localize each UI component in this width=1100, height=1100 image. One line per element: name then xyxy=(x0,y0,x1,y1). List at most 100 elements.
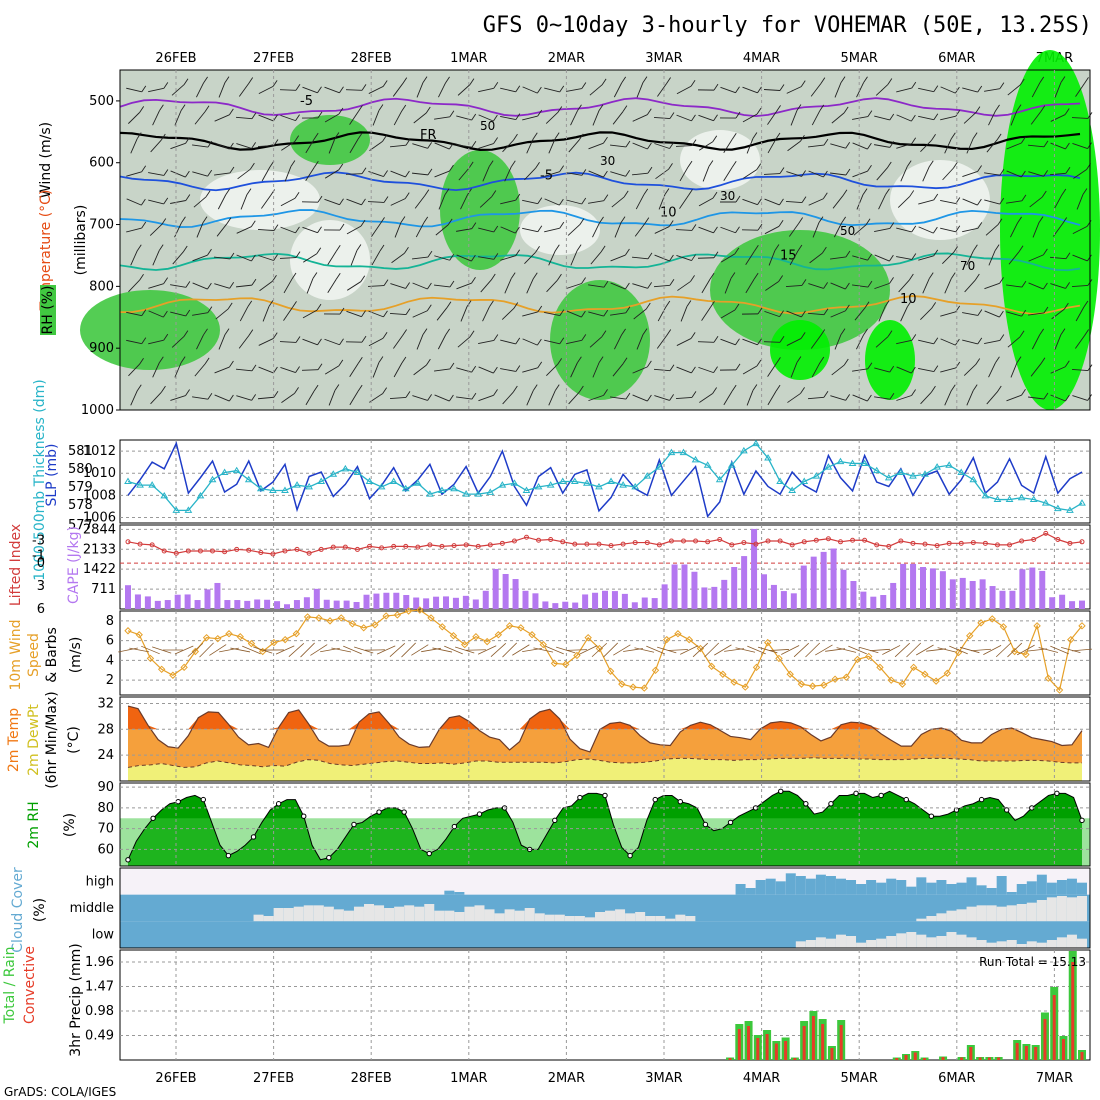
wind-barb xyxy=(367,201,385,203)
wind-barb-flag xyxy=(823,170,828,178)
wind-barb-flag xyxy=(183,78,189,85)
wind-speed-point xyxy=(606,667,615,675)
bottom-date-label: 2MAR xyxy=(548,1071,585,1086)
li-point xyxy=(391,543,397,549)
wind-barb-flag xyxy=(931,385,936,393)
wind-barb xyxy=(763,89,781,91)
wind-barb xyxy=(172,251,184,265)
bottom-date-label: 4MAR xyxy=(743,1071,780,1086)
precip-convective-bar xyxy=(1071,962,1075,1060)
wind-barb xyxy=(808,283,824,289)
wind-barb xyxy=(412,256,428,260)
wind-barb-flag xyxy=(1021,388,1026,396)
wind-speed-point xyxy=(831,675,839,683)
wind-barb-flag xyxy=(911,137,917,144)
precip-convective-bar xyxy=(913,1052,917,1060)
wind-barb-flag xyxy=(405,391,411,398)
wind-speed-point xyxy=(382,612,390,620)
wind-barb xyxy=(636,334,644,350)
wind-barb xyxy=(389,312,407,316)
wind-barb xyxy=(218,82,226,98)
cape-bar xyxy=(959,577,966,609)
wind-barb xyxy=(279,257,297,259)
wind-barb-flag xyxy=(510,160,516,167)
thickness-point xyxy=(208,475,217,483)
wind-barb-flag xyxy=(248,329,254,336)
wind-barb xyxy=(170,170,186,178)
temp-tick-label: 32 xyxy=(97,696,114,711)
rh-region xyxy=(290,220,370,300)
wind-barb-10m xyxy=(343,645,362,655)
wind-barb xyxy=(170,142,186,150)
wind-barb xyxy=(896,143,912,149)
wind-barb-flag xyxy=(537,225,543,232)
wind-barb xyxy=(522,227,538,233)
chart-panels: 26FEB26FEB27FEB27FEB28FEB28FEB1MAR1MAR2M… xyxy=(2,50,1100,1086)
cloud-bar-middle xyxy=(384,908,395,922)
wind-speed-point xyxy=(786,670,794,678)
wind-barb xyxy=(742,198,758,206)
wind-barb-flag xyxy=(317,338,322,346)
wind-barb xyxy=(170,200,186,204)
wind-barb xyxy=(1006,284,1022,288)
wind-speed-point xyxy=(225,630,233,638)
wind-barb xyxy=(478,366,494,374)
cape-bar xyxy=(423,598,430,609)
cape-bar xyxy=(254,599,261,609)
rh2m-tick-label: 80 xyxy=(97,801,114,816)
wind-speed-point xyxy=(337,614,345,622)
wind-barb xyxy=(1050,142,1066,150)
wind-barb-flag xyxy=(557,273,562,281)
cloud-bar-low xyxy=(1046,940,1057,948)
wind-barb-flag xyxy=(953,161,958,169)
wind-barb xyxy=(567,224,581,236)
precip-convective-bar xyxy=(728,1058,732,1060)
wind-barb-flag xyxy=(973,244,978,252)
cape-bar xyxy=(562,601,569,609)
wind-barb-10m xyxy=(667,649,688,651)
wind-barb-flag xyxy=(405,170,410,178)
rh2m-point xyxy=(376,809,382,815)
wind-barb-flag xyxy=(466,300,472,307)
precip-convective-bar xyxy=(1061,1039,1065,1060)
wind-barb xyxy=(500,199,516,205)
wind-barb-flag xyxy=(642,76,648,83)
rh2m-point xyxy=(125,857,131,863)
li-point xyxy=(886,543,892,549)
wind-speed-point xyxy=(696,644,705,653)
cloud-bar-middle xyxy=(1077,896,1087,922)
wind-barb-flag xyxy=(668,220,674,227)
wind-barb-flag xyxy=(471,276,476,284)
rh2m-point xyxy=(803,801,809,807)
wind-barb-flag xyxy=(999,310,1004,318)
wind-barb-flag xyxy=(449,362,455,370)
cloud-bar-middle xyxy=(685,916,696,922)
wind-barb-flag xyxy=(471,254,476,262)
wind-barb-flag xyxy=(291,272,297,280)
wind-barb xyxy=(830,256,846,260)
wind-barb-flag xyxy=(339,338,344,345)
li-point xyxy=(1067,540,1073,546)
wind-barb-flag xyxy=(532,132,538,139)
pressure-tick-label: 500 xyxy=(89,94,114,109)
temp-contour-label: 15 xyxy=(780,249,797,264)
li-point xyxy=(270,551,276,557)
wind-barb xyxy=(126,171,142,177)
li-point xyxy=(1043,530,1049,536)
wind-barb xyxy=(874,228,890,232)
cloud-bar-middle xyxy=(303,905,314,922)
wind-barb xyxy=(257,145,275,147)
li-point xyxy=(234,546,240,552)
wind-barb xyxy=(500,115,516,121)
wind-barb xyxy=(676,114,692,122)
thickness-point xyxy=(1017,493,1026,501)
wind-barb-10m xyxy=(545,645,564,655)
li-point xyxy=(813,537,819,543)
wind-barb-flag xyxy=(931,134,936,141)
wind-barb-10m xyxy=(411,644,429,656)
wind-barb-flag xyxy=(316,247,322,254)
cape-bar xyxy=(125,585,131,609)
cloud-bar-high xyxy=(996,876,1007,895)
wind-barb-flag xyxy=(1018,245,1024,253)
wind-barb xyxy=(833,222,843,238)
